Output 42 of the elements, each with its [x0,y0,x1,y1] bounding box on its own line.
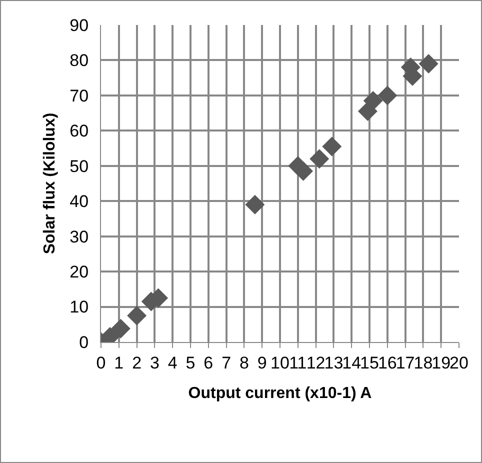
x-tick-label: 6 [204,353,214,372]
x-tick-label: 4 [168,353,178,372]
x-tick-label: 10 [270,353,290,372]
point [363,90,383,110]
y-tick-label: 20 [70,262,89,282]
x-tick-label: 9 [257,353,267,372]
x-tick-label: 2 [132,353,142,372]
x-tick-label: 0 [96,353,106,372]
x-tick-label: 15 [360,353,379,372]
point [294,161,314,181]
x-tick-label: 3 [150,353,160,372]
point [418,54,438,74]
x-tick-label: 1 [114,353,124,372]
x-tick-label: 19 [432,353,451,372]
point [245,194,265,214]
x-tick-label: 5 [186,353,196,372]
x-tick-label: 16 [378,353,397,372]
y-tick-label: 30 [70,227,89,246]
x-tick-label: 11 [289,353,307,372]
y-tick-label: 90 [70,16,89,35]
x-tick-label: 7 [222,353,232,372]
x-tick-label: 20 [450,353,468,372]
point [310,149,330,169]
y-tick-label: 40 [70,192,89,212]
point [378,86,398,106]
y-tick-label: 50 [70,156,89,176]
x-tick-label: 14 [342,353,362,372]
x-tick-label: 17 [396,353,415,372]
x-tick-label: 13 [324,353,344,372]
x-tick-label: 18 [414,353,433,372]
point [322,136,342,156]
point [127,306,147,326]
x-tick-label: 8 [239,353,249,372]
y-tick-label: 60 [70,122,89,141]
y-tick-label: 80 [70,51,89,70]
y-tick-label: 0 [79,332,89,352]
point [110,318,130,338]
y-axis-title: Solar flux (Kilolux) [42,112,59,254]
x-tick-label: 12 [306,353,326,372]
x-axis-title: Output current (x10-1) A [188,385,372,402]
y-tick-label: 70 [70,86,89,106]
y-tick-label: 10 [70,298,89,317]
